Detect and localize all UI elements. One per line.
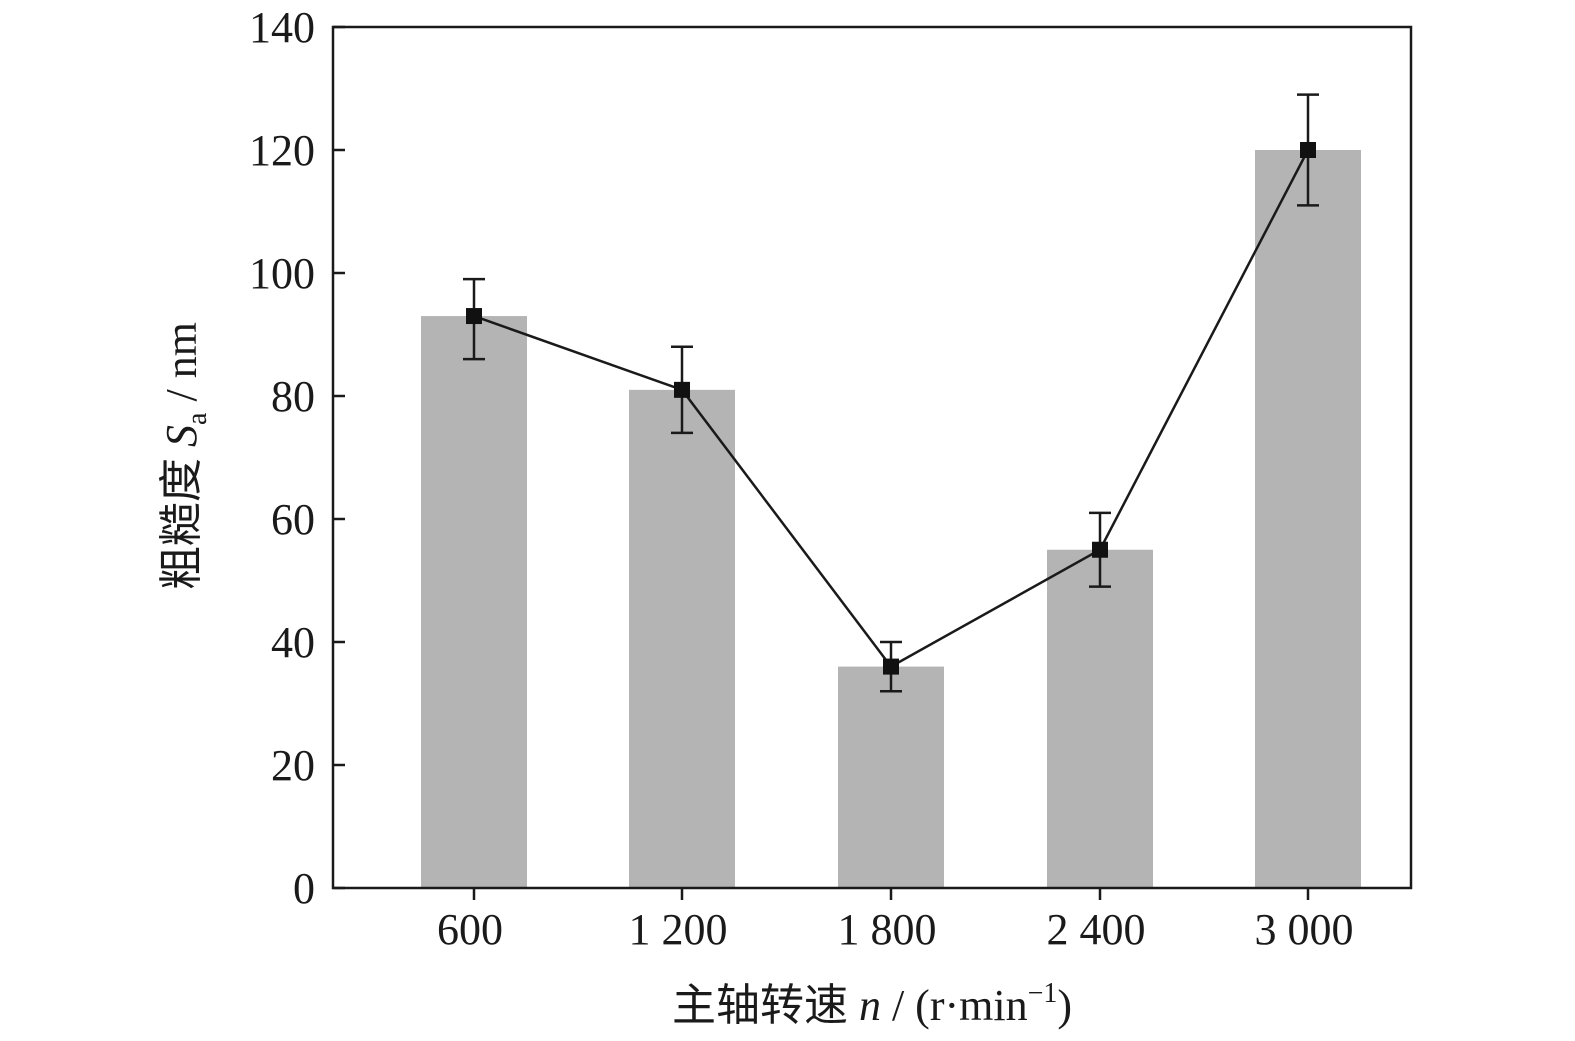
series-point-3 — [1092, 541, 1108, 558]
x-axis-label-unit: / (r·min — [881, 981, 1028, 1030]
x-tick-label-0: 600 — [437, 905, 503, 954]
series-point-4 — [1300, 142, 1316, 158]
y-tick-label-1: 20 — [271, 741, 315, 790]
bar-1 — [629, 389, 735, 888]
x-axis-label: 主轴转速 n / (r·min−1) — [672, 978, 1072, 1030]
bar-2 — [838, 666, 944, 888]
y-axis-label-sub: a — [182, 412, 213, 425]
series-line — [473, 149, 1310, 669]
x-axis-label-prefix: 主轴转速 — [672, 981, 859, 1030]
bars-group — [421, 150, 1361, 888]
y-tick-label-4: 80 — [271, 372, 315, 421]
y-axis-label: 粗糙度 Sa / nm — [157, 322, 213, 590]
y-tick-label-3: 60 — [271, 495, 315, 544]
y-tick-label-0: 0 — [293, 864, 315, 913]
x-tick-label-2: 1 800 — [838, 905, 937, 954]
x-axis-label-close: ) — [1057, 981, 1072, 1030]
bar-3 — [1047, 549, 1153, 888]
bar-4 — [1255, 150, 1361, 888]
x-tick-label-3: 2 400 — [1047, 905, 1146, 954]
bar-0 — [421, 316, 527, 888]
x-axis-label-sup: −1 — [1028, 978, 1058, 1009]
y-tick-label-2: 40 — [271, 618, 315, 667]
plot-frame — [331, 25, 1413, 890]
series-point-0 — [466, 308, 482, 325]
line-series-group — [466, 142, 1316, 675]
y-axis-label-prefix: 粗糙度 — [157, 447, 206, 590]
series-point-2 — [883, 658, 899, 675]
x-axis-label-var: n — [859, 981, 881, 1030]
series-point-1 — [674, 381, 690, 398]
y-axis-ticks: 0 20 40 60 80 100 120 140 — [249, 3, 345, 913]
error-bars-group — [463, 93, 1319, 693]
y-tick-label-7: 140 — [249, 3, 315, 52]
y-tick-label-6: 120 — [249, 126, 315, 175]
x-tick-label-1: 1 200 — [629, 905, 728, 954]
y-axis-label-unit: / nm — [157, 322, 206, 412]
y-axis-label-var: S — [157, 425, 206, 447]
y-tick-label-5: 100 — [249, 249, 315, 298]
x-tick-label-4: 3 000 — [1255, 905, 1354, 954]
x-axis-ticks: 600 1 200 1 800 2 400 3 000 — [437, 888, 1354, 954]
